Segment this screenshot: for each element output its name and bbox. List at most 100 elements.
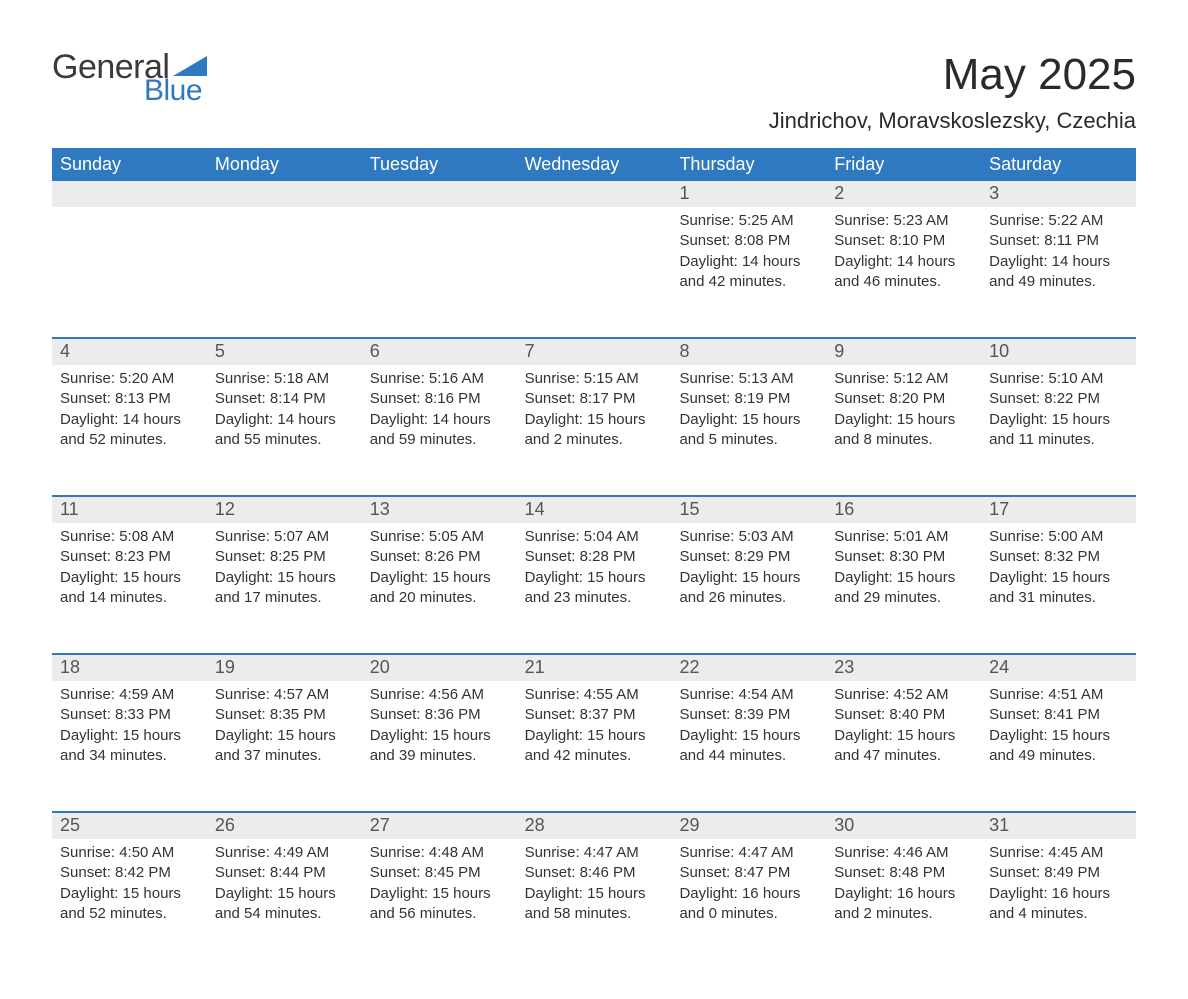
day-body bbox=[213, 207, 356, 211]
sunrise-text: Sunrise: 4:52 AM bbox=[834, 685, 973, 705]
week-row: Sunrise: 4:59 AMSunset: 8:33 PMDaylight:… bbox=[52, 681, 1136, 801]
day-body: Sunrise: 5:01 AMSunset: 8:30 PMDaylight:… bbox=[832, 523, 975, 608]
sunset-text: Sunset: 8:45 PM bbox=[370, 863, 509, 883]
day-number bbox=[207, 181, 362, 207]
dow-wednesday: Wednesday bbox=[517, 148, 672, 181]
sunset-text: Sunset: 8:42 PM bbox=[60, 863, 199, 883]
day-body: Sunrise: 5:10 AMSunset: 8:22 PMDaylight:… bbox=[987, 365, 1130, 450]
day-cell: Sunrise: 5:04 AMSunset: 8:28 PMDaylight:… bbox=[517, 523, 672, 643]
day-body: Sunrise: 4:46 AMSunset: 8:48 PMDaylight:… bbox=[832, 839, 975, 924]
day-cell: Sunrise: 5:25 AMSunset: 8:08 PMDaylight:… bbox=[671, 207, 826, 327]
day-cell: Sunrise: 4:51 AMSunset: 8:41 PMDaylight:… bbox=[981, 681, 1136, 801]
daylight-text: Daylight: 15 hours and 34 minutes. bbox=[60, 726, 199, 767]
day-cell bbox=[362, 207, 517, 327]
day-number: 25 bbox=[52, 813, 207, 839]
day-number: 3 bbox=[981, 181, 1136, 207]
day-number: 24 bbox=[981, 655, 1136, 681]
daylight-text: Daylight: 15 hours and 29 minutes. bbox=[834, 568, 973, 609]
sunrise-text: Sunrise: 5:07 AM bbox=[215, 527, 354, 547]
sunset-text: Sunset: 8:11 PM bbox=[989, 231, 1128, 251]
sunset-text: Sunset: 8:47 PM bbox=[679, 863, 818, 883]
daylight-text: Daylight: 15 hours and 44 minutes. bbox=[679, 726, 818, 767]
day-cell: Sunrise: 4:52 AMSunset: 8:40 PMDaylight:… bbox=[826, 681, 981, 801]
day-cell: Sunrise: 5:05 AMSunset: 8:26 PMDaylight:… bbox=[362, 523, 517, 643]
dow-thursday: Thursday bbox=[671, 148, 826, 181]
daylight-text: Daylight: 15 hours and 47 minutes. bbox=[834, 726, 973, 767]
sunrise-text: Sunrise: 5:03 AM bbox=[679, 527, 818, 547]
calendar-page: General Blue May 2025 Jindrichov, Moravs… bbox=[0, 0, 1188, 999]
sunset-text: Sunset: 8:08 PM bbox=[679, 231, 818, 251]
day-body: Sunrise: 5:22 AMSunset: 8:11 PMDaylight:… bbox=[987, 207, 1130, 292]
sunrise-text: Sunrise: 4:54 AM bbox=[679, 685, 818, 705]
day-cell: Sunrise: 5:15 AMSunset: 8:17 PMDaylight:… bbox=[517, 365, 672, 485]
weeks-container: 12 3 Sunrise: 5:25 AMSunset: 8:08 PMDaylig… bbox=[52, 181, 1136, 959]
sunset-text: Sunset: 8:26 PM bbox=[370, 547, 509, 567]
day-number: 20 bbox=[362, 655, 517, 681]
day-cell: Sunrise: 4:48 AMSunset: 8:45 PMDaylight:… bbox=[362, 839, 517, 959]
day-body: Sunrise: 4:52 AMSunset: 8:40 PMDaylight:… bbox=[832, 681, 975, 766]
day-cell: Sunrise: 5:10 AMSunset: 8:22 PMDaylight:… bbox=[981, 365, 1136, 485]
week-row: Sunrise: 5:08 AMSunset: 8:23 PMDaylight:… bbox=[52, 523, 1136, 643]
daylight-text: Daylight: 15 hours and 2 minutes. bbox=[525, 410, 664, 451]
day-number: 8 bbox=[671, 339, 826, 365]
sunset-text: Sunset: 8:14 PM bbox=[215, 389, 354, 409]
week-daynum-strip: 45678910 bbox=[52, 337, 1136, 365]
day-number: 13 bbox=[362, 497, 517, 523]
day-cell: Sunrise: 5:18 AMSunset: 8:14 PMDaylight:… bbox=[207, 365, 362, 485]
day-body: Sunrise: 5:05 AMSunset: 8:26 PMDaylight:… bbox=[368, 523, 511, 608]
day-body: Sunrise: 4:55 AMSunset: 8:37 PMDaylight:… bbox=[523, 681, 666, 766]
week-daynum-strip: 18192021222324 bbox=[52, 653, 1136, 681]
day-cell: Sunrise: 5:12 AMSunset: 8:20 PMDaylight:… bbox=[826, 365, 981, 485]
day-body: Sunrise: 4:45 AMSunset: 8:49 PMDaylight:… bbox=[987, 839, 1130, 924]
day-number: 12 bbox=[207, 497, 362, 523]
day-body: Sunrise: 4:47 AMSunset: 8:47 PMDaylight:… bbox=[677, 839, 820, 924]
sunset-text: Sunset: 8:46 PM bbox=[525, 863, 664, 883]
day-of-week-header: Sunday Monday Tuesday Wednesday Thursday… bbox=[52, 148, 1136, 181]
sunrise-text: Sunrise: 4:46 AM bbox=[834, 843, 973, 863]
day-cell: Sunrise: 4:47 AMSunset: 8:46 PMDaylight:… bbox=[517, 839, 672, 959]
sunset-text: Sunset: 8:13 PM bbox=[60, 389, 199, 409]
day-cell: Sunrise: 5:16 AMSunset: 8:16 PMDaylight:… bbox=[362, 365, 517, 485]
day-cell: Sunrise: 4:47 AMSunset: 8:47 PMDaylight:… bbox=[671, 839, 826, 959]
day-cell: Sunrise: 4:49 AMSunset: 8:44 PMDaylight:… bbox=[207, 839, 362, 959]
day-cell: Sunrise: 4:56 AMSunset: 8:36 PMDaylight:… bbox=[362, 681, 517, 801]
brand-text-blue: Blue bbox=[144, 76, 207, 106]
day-number: 22 bbox=[671, 655, 826, 681]
day-number bbox=[362, 181, 517, 207]
day-number: 6 bbox=[362, 339, 517, 365]
week-row: Sunrise: 5:20 AMSunset: 8:13 PMDaylight:… bbox=[52, 365, 1136, 485]
sunset-text: Sunset: 8:35 PM bbox=[215, 705, 354, 725]
day-body: Sunrise: 4:48 AMSunset: 8:45 PMDaylight:… bbox=[368, 839, 511, 924]
week-row: Sunrise: 5:25 AMSunset: 8:08 PMDaylight:… bbox=[52, 207, 1136, 327]
dow-saturday: Saturday bbox=[981, 148, 1136, 181]
day-number: 23 bbox=[826, 655, 981, 681]
sunrise-text: Sunrise: 5:04 AM bbox=[525, 527, 664, 547]
day-number: 29 bbox=[671, 813, 826, 839]
day-cell: Sunrise: 5:20 AMSunset: 8:13 PMDaylight:… bbox=[52, 365, 207, 485]
day-cell: Sunrise: 5:07 AMSunset: 8:25 PMDaylight:… bbox=[207, 523, 362, 643]
day-cell: Sunrise: 4:46 AMSunset: 8:48 PMDaylight:… bbox=[826, 839, 981, 959]
day-body bbox=[523, 207, 666, 211]
daylight-text: Daylight: 14 hours and 46 minutes. bbox=[834, 252, 973, 293]
sunset-text: Sunset: 8:39 PM bbox=[679, 705, 818, 725]
day-body bbox=[368, 207, 511, 211]
sunrise-text: Sunrise: 4:50 AM bbox=[60, 843, 199, 863]
sunset-text: Sunset: 8:16 PM bbox=[370, 389, 509, 409]
day-cell: Sunrise: 5:23 AMSunset: 8:10 PMDaylight:… bbox=[826, 207, 981, 327]
daylight-text: Daylight: 15 hours and 39 minutes. bbox=[370, 726, 509, 767]
sunrise-text: Sunrise: 5:10 AM bbox=[989, 369, 1128, 389]
day-number: 10 bbox=[981, 339, 1136, 365]
daylight-text: Daylight: 15 hours and 20 minutes. bbox=[370, 568, 509, 609]
daylight-text: Daylight: 15 hours and 17 minutes. bbox=[215, 568, 354, 609]
daylight-text: Daylight: 14 hours and 52 minutes. bbox=[60, 410, 199, 451]
sunrise-text: Sunrise: 5:15 AM bbox=[525, 369, 664, 389]
daylight-text: Daylight: 14 hours and 55 minutes. bbox=[215, 410, 354, 451]
sunrise-text: Sunrise: 5:18 AM bbox=[215, 369, 354, 389]
daylight-text: Daylight: 15 hours and 26 minutes. bbox=[679, 568, 818, 609]
sunset-text: Sunset: 8:48 PM bbox=[834, 863, 973, 883]
day-number: 26 bbox=[207, 813, 362, 839]
day-number: 19 bbox=[207, 655, 362, 681]
sunset-text: Sunset: 8:10 PM bbox=[834, 231, 973, 251]
day-body: Sunrise: 5:18 AMSunset: 8:14 PMDaylight:… bbox=[213, 365, 356, 450]
week-daynum-strip: 11121314151617 bbox=[52, 495, 1136, 523]
